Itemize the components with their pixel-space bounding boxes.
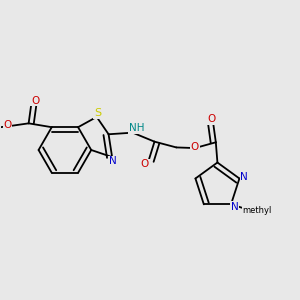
Text: O: O	[3, 120, 12, 130]
Text: N: N	[231, 202, 239, 212]
Text: N: N	[109, 156, 117, 166]
Text: O: O	[31, 96, 39, 106]
Text: S: S	[94, 108, 101, 118]
Text: methyl: methyl	[242, 206, 272, 214]
Text: O: O	[208, 114, 216, 124]
Text: N: N	[240, 172, 248, 182]
Text: O: O	[191, 142, 199, 152]
Text: O: O	[141, 159, 149, 169]
Text: NH: NH	[129, 123, 144, 133]
